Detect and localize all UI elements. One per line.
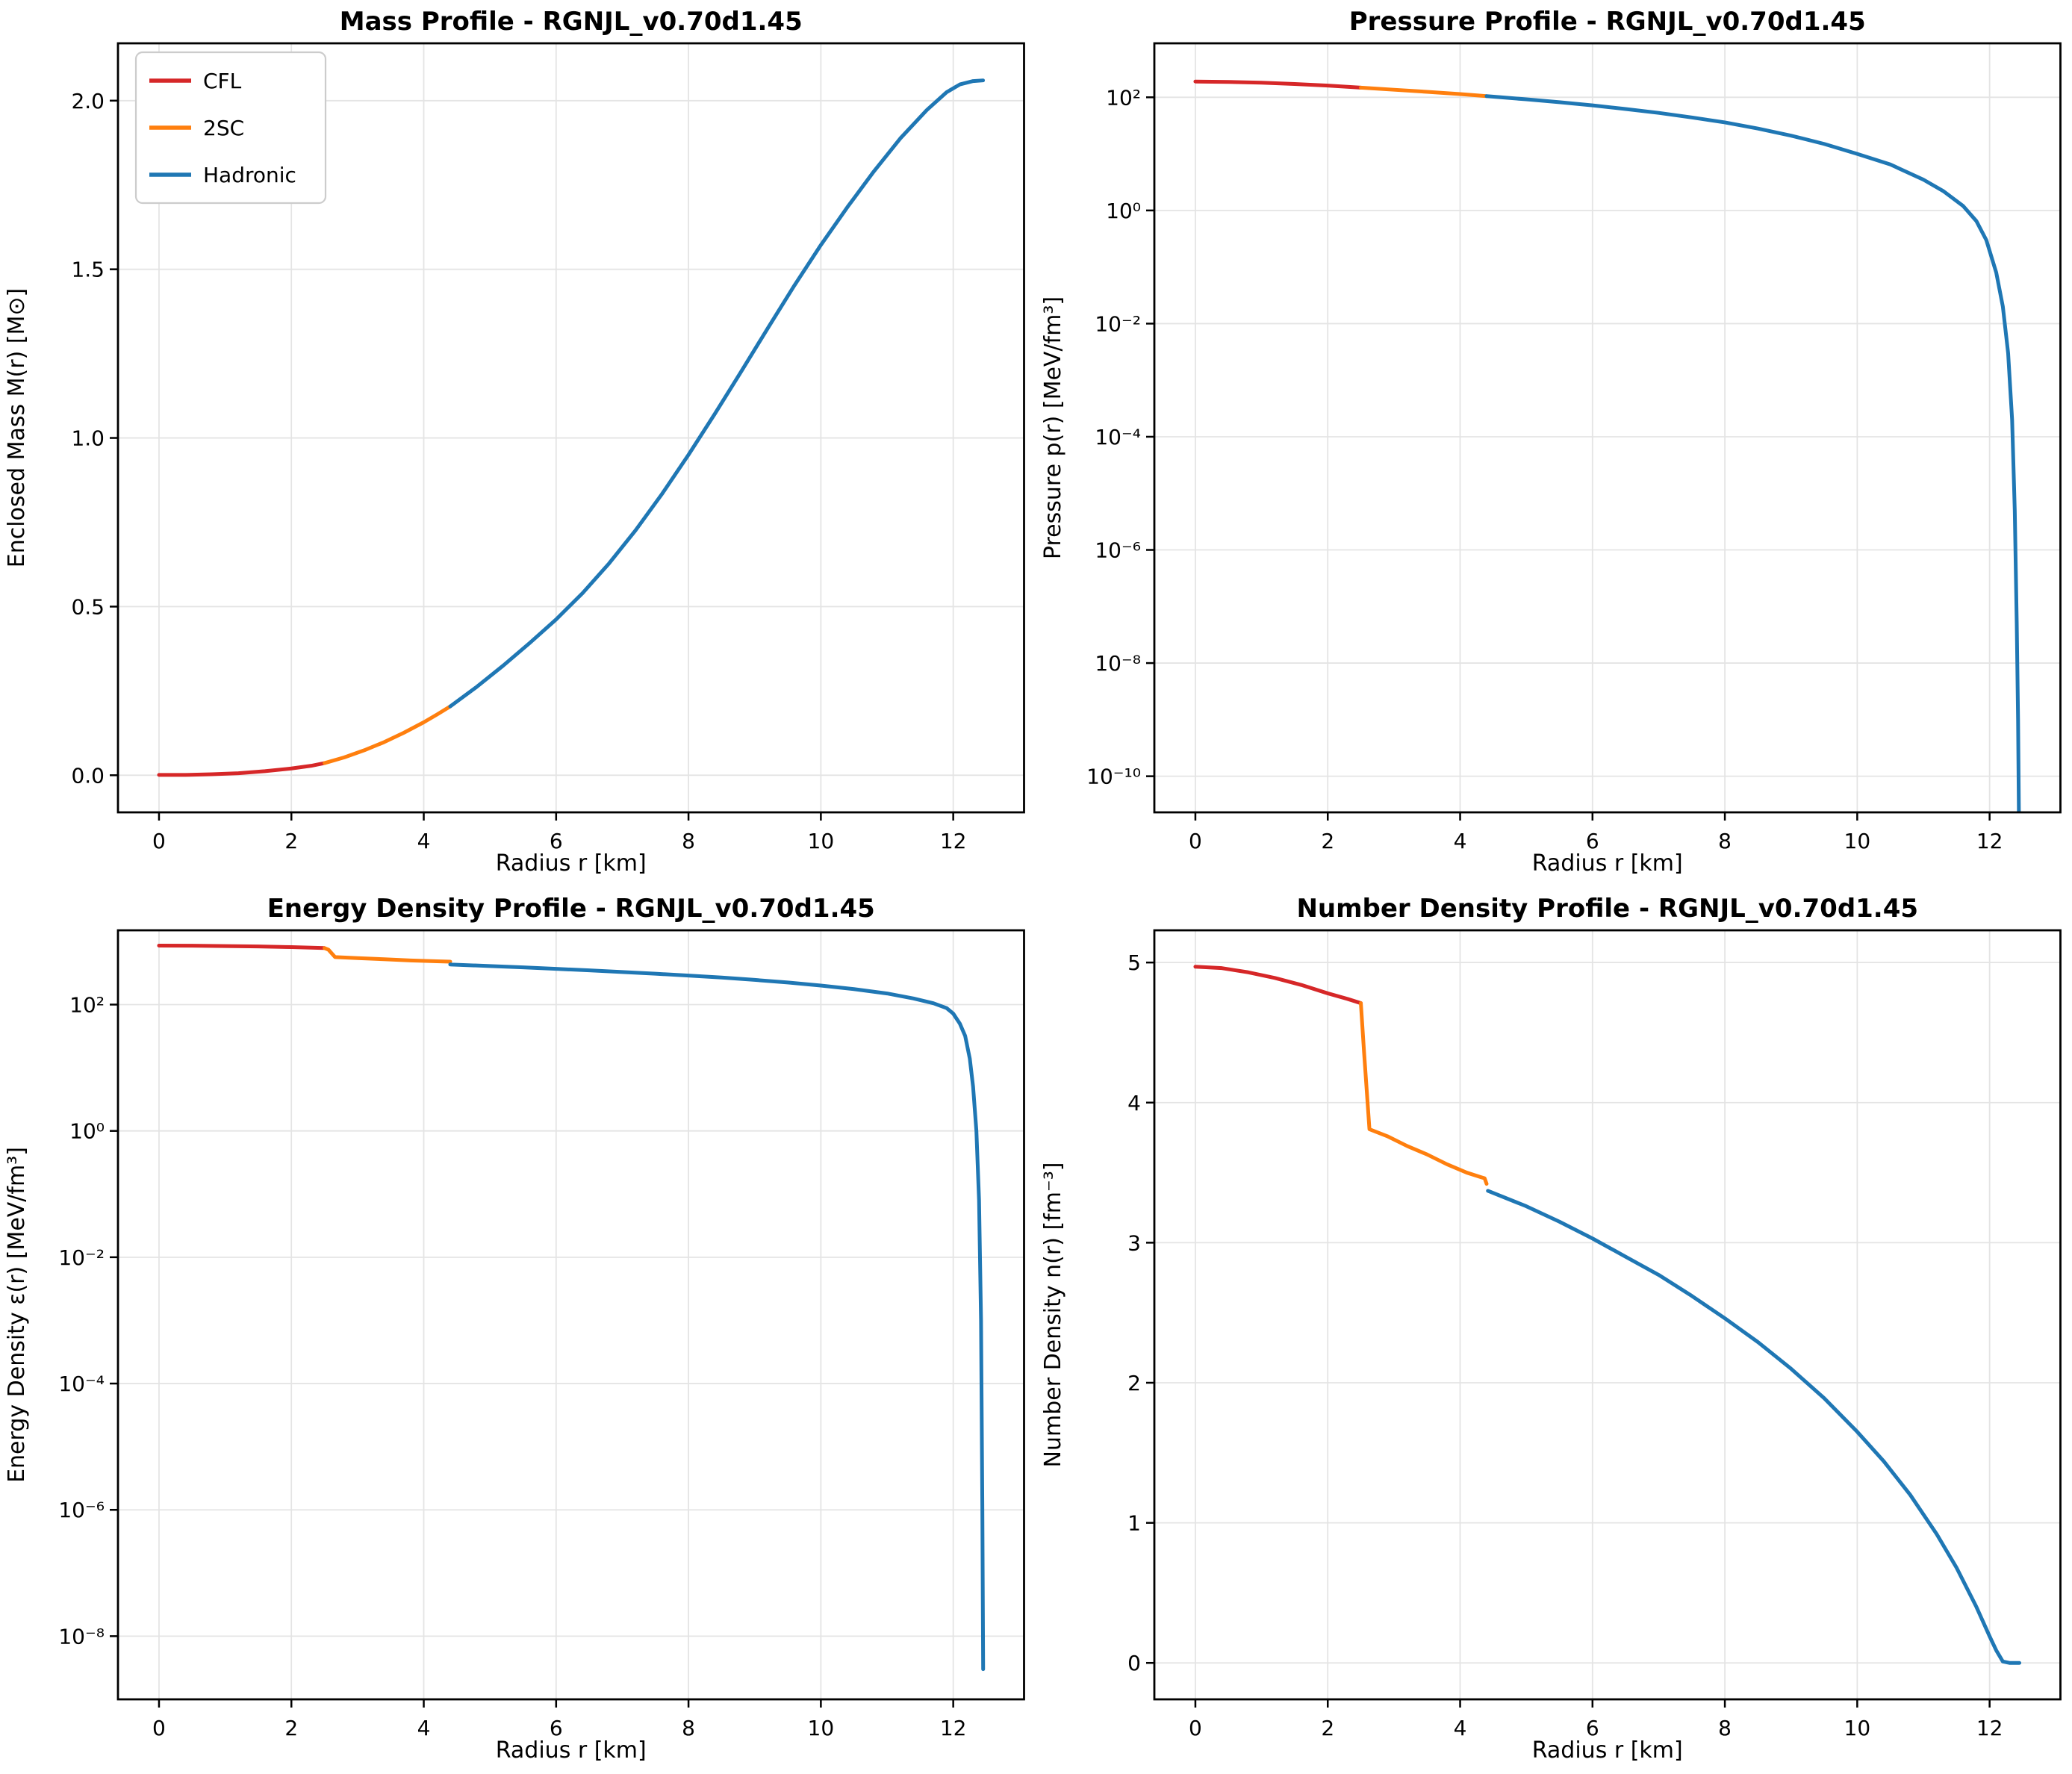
series-line-cfl xyxy=(157,943,327,950)
series-line-cfl xyxy=(1192,965,1363,1006)
x-tick-label: 8 xyxy=(1718,829,1732,853)
x-tick-label: 10 xyxy=(1844,1716,1870,1740)
legend: CFL 2SC Hadronic xyxy=(134,51,327,205)
subplot-pressure-profile: 0 2 4 6 8 10 12 10² 10⁰ 10⁻² 10⁻⁴ 10⁻⁶ 10⁻⁸ 10⁻¹⁰ Pres… xyxy=(1036,0,2072,887)
series-line-2sc xyxy=(323,704,452,765)
x-tick-label: 6 xyxy=(1585,1716,1599,1740)
x-axis-label: Radius r [km] xyxy=(496,850,647,877)
axes-frame xyxy=(1153,929,2062,1701)
y-tick-label: 4 xyxy=(1127,1091,1141,1115)
y-axis-label: Number Density n(r) [fm⁻³] xyxy=(1040,1163,1066,1468)
subplot-mass-profile: 0 2 4 6 8 10 12 0.0 0.5 1.0 1.5 2.0 Mass Profile - R… xyxy=(0,0,1036,887)
y-tick-label: 10⁻⁶ xyxy=(1095,538,1141,563)
y-tick-label: 10⁰ xyxy=(69,1119,105,1144)
x-tick-label: 2 xyxy=(1321,1716,1334,1740)
series-line-2sc xyxy=(323,946,452,964)
y-tick-label: 10² xyxy=(69,992,105,1017)
legend-label: CFL xyxy=(203,69,242,93)
x-tick-label: 2 xyxy=(284,829,298,853)
x-tick-label: 12 xyxy=(940,829,967,853)
y-tick-label: 1.0 xyxy=(71,426,105,451)
y-tick-label: 10⁻⁶ xyxy=(58,1498,105,1522)
subplot-energy-density-profile: 0 2 4 6 8 10 12 10² 10⁰ 10⁻² 10⁻⁴ 10⁻⁶ 10⁻⁸ Energy De… xyxy=(0,887,1036,1774)
series-line-cfl xyxy=(1192,79,1363,90)
x-tick-label: 12 xyxy=(1976,1716,2003,1740)
y-tick-label: 10⁻⁴ xyxy=(1095,425,1141,449)
chart-title: Mass Profile - RGNJL_v0.70d1.45 xyxy=(340,7,803,37)
x-tick-label: 10 xyxy=(1844,829,1870,853)
chart-title: Energy Density Profile - RGNJL_v0.70d1.4… xyxy=(267,894,875,924)
y-tick-label: 1 xyxy=(1127,1511,1141,1536)
x-tick-label: 0 xyxy=(1189,829,1202,853)
y-tick-label: 10⁻⁸ xyxy=(1095,651,1141,676)
x-axis-label: Radius r [km] xyxy=(1531,850,1682,877)
series-line-hadronic xyxy=(448,78,986,709)
x-tick-label: 8 xyxy=(682,829,695,853)
x-tick-label: 4 xyxy=(417,1716,431,1740)
y-tick-label: 2 xyxy=(1127,1371,1141,1395)
y-tick-label: 3 xyxy=(1127,1230,1141,1255)
chart-title: Number Density Profile - RGNJL_v0.70d1.4… xyxy=(1296,894,1918,924)
x-tick-label: 0 xyxy=(152,829,166,853)
y-axis-label: Energy Density ε(r) [MeV/fm³] xyxy=(4,1147,30,1483)
x-tick-label: 10 xyxy=(808,1716,835,1740)
x-tick-label: 6 xyxy=(550,1716,563,1740)
y-tick-label: 0.5 xyxy=(71,594,105,619)
y-tick-label: 5 xyxy=(1127,950,1141,975)
x-tick-label: 12 xyxy=(1976,829,2003,853)
series-line-hadronic xyxy=(1484,94,2020,812)
series-line-2sc xyxy=(1358,85,1488,99)
axes-frame xyxy=(116,929,1025,1701)
legend-box xyxy=(134,51,327,205)
x-axis-label: Radius r [km] xyxy=(496,1737,647,1764)
y-tick-label: 1.5 xyxy=(71,258,105,282)
y-tick-label: 10² xyxy=(1106,85,1141,110)
y-tick-label: 10⁻² xyxy=(1095,311,1141,336)
x-tick-label: 4 xyxy=(1453,829,1466,853)
series-line-hadronic xyxy=(448,962,986,1672)
y-tick-label: 10⁻¹⁰ xyxy=(1086,765,1141,789)
axes-frame xyxy=(116,42,1025,814)
y-tick-label: 0 xyxy=(1127,1651,1141,1675)
x-tick-label: 4 xyxy=(417,829,431,853)
y-axis-label: Pressure p(r) [MeV/fm³] xyxy=(1040,296,1066,559)
series-line-cfl xyxy=(157,761,327,777)
y-tick-label: 10⁻⁴ xyxy=(58,1372,105,1396)
energy-density-profile-chart: 0 2 4 6 8 10 12 10² 10⁰ 10⁻² 10⁻⁴ 10⁻⁶ 10⁻⁸ Energy De… xyxy=(4,894,1025,1764)
y-tick-label: 10⁰ xyxy=(1106,199,1141,223)
y-tick-label: 0.0 xyxy=(71,763,105,788)
x-tick-label: 12 xyxy=(940,1716,967,1740)
mass-profile-chart: 0 2 4 6 8 10 12 0.0 0.5 1.0 1.5 2.0 Mass Profile - R… xyxy=(4,7,1025,877)
x-tick-label: 10 xyxy=(808,829,835,853)
x-axis-label: Radius r [km] xyxy=(1531,1737,1682,1764)
x-tick-label: 4 xyxy=(1453,1716,1466,1740)
x-tick-label: 8 xyxy=(1718,1716,1732,1740)
subplot-number-density-profile: 0 2 4 6 8 10 12 0 1 2 3 4 5 Number Density Profile - … xyxy=(1036,887,2072,1774)
y-axis-label: Enclosed Mass M(r) [M⊙] xyxy=(4,288,30,567)
x-tick-label: 8 xyxy=(682,1716,695,1740)
y-tick-label: 10⁻⁸ xyxy=(58,1624,105,1649)
legend-label: 2SC xyxy=(203,116,244,140)
pressure-profile-chart: 0 2 4 6 8 10 12 10² 10⁰ 10⁻² 10⁻⁴ 10⁻⁶ 10⁻⁸ 10⁻¹⁰ Pres… xyxy=(1040,7,2062,877)
y-tick-label: 10⁻² xyxy=(58,1245,105,1270)
x-tick-label: 0 xyxy=(152,1716,166,1740)
x-tick-label: 2 xyxy=(284,1716,298,1740)
x-tick-label: 6 xyxy=(1585,829,1599,853)
x-tick-label: 0 xyxy=(1189,1716,1202,1740)
x-tick-label: 6 xyxy=(550,829,563,853)
y-tick-label: 2.0 xyxy=(71,89,105,113)
legend-label: Hadronic xyxy=(203,163,296,187)
chart-title: Pressure Profile - RGNJL_v0.70d1.45 xyxy=(1348,7,1865,37)
series-line-hadronic xyxy=(1485,1189,2021,1665)
axes-frame xyxy=(1153,42,2062,814)
series-line-2sc xyxy=(1358,1001,1488,1186)
x-tick-label: 2 xyxy=(1321,829,1334,853)
